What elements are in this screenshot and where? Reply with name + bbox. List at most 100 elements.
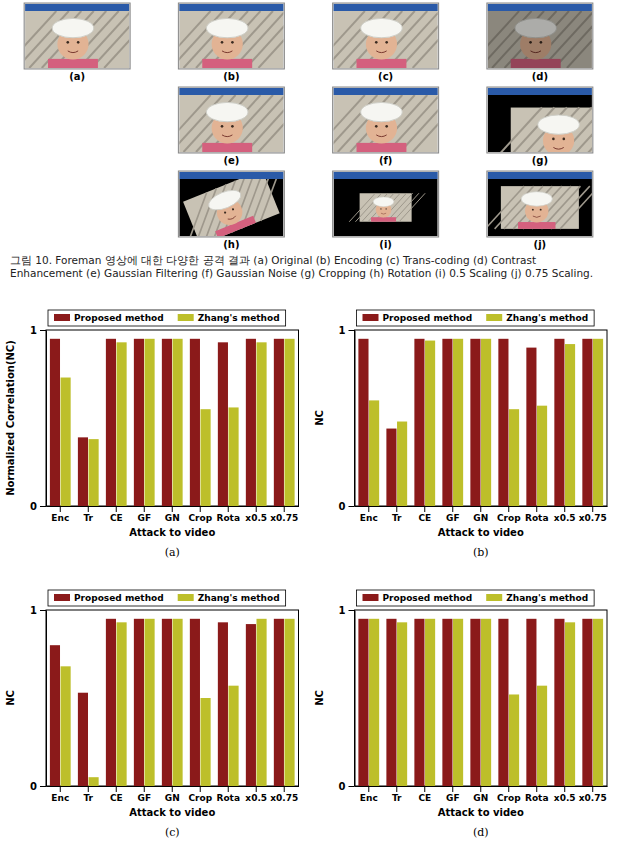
bar bbox=[145, 339, 155, 506]
frame-label: (i) bbox=[379, 239, 392, 250]
x-tick-label: GF bbox=[446, 513, 460, 523]
x-tick-mark bbox=[396, 786, 397, 792]
bar bbox=[358, 339, 368, 506]
y-tick-label: 1 bbox=[30, 325, 37, 336]
caption: 그림 10. Foreman 영상에 대한 다양한 공격 결과 (a) Orig… bbox=[10, 254, 607, 280]
x-tick-label: Enc bbox=[51, 793, 69, 803]
bar bbox=[593, 339, 603, 506]
bar bbox=[162, 339, 172, 506]
x-tick-mark bbox=[480, 506, 481, 512]
frame-label: (e) bbox=[223, 155, 239, 166]
frame-clip bbox=[488, 11, 592, 68]
y-axis: 01 bbox=[30, 325, 46, 512]
x-tick-label: x0.5 bbox=[554, 513, 576, 523]
scene bbox=[490, 108, 592, 152]
x-tick-mark bbox=[256, 786, 257, 792]
x-tick: CE bbox=[418, 506, 431, 523]
bar bbox=[358, 619, 368, 786]
legend-label: Zhang's method bbox=[506, 313, 588, 323]
video-frame: (d) bbox=[467, 3, 617, 82]
x-tick-mark bbox=[88, 786, 89, 792]
bar bbox=[470, 619, 480, 786]
x-tick-label: x0.75 bbox=[579, 513, 607, 523]
legend-item: Zhang's method bbox=[486, 313, 588, 323]
x-tick-label: GN bbox=[165, 513, 180, 523]
bar bbox=[256, 619, 266, 786]
x-tick-mark bbox=[200, 506, 201, 512]
bar bbox=[246, 624, 256, 786]
legend: Proposed methodZhang's method bbox=[48, 590, 286, 606]
frame-titlebar bbox=[25, 4, 129, 11]
x-tick-mark bbox=[172, 506, 173, 512]
bar bbox=[173, 619, 183, 786]
bar bbox=[565, 344, 575, 506]
scene-stripe bbox=[258, 95, 283, 152]
frame-border bbox=[24, 3, 130, 69]
scene bbox=[488, 186, 592, 229]
scene-stripe bbox=[393, 193, 419, 222]
legend-swatch bbox=[363, 594, 379, 601]
scene bbox=[334, 11, 438, 68]
x-tick-label: Enc bbox=[360, 513, 378, 523]
scene-stripe bbox=[590, 108, 592, 152]
scene-eye bbox=[385, 208, 386, 209]
x-tick: Tr bbox=[392, 506, 402, 523]
x-tick-label: GF bbox=[137, 793, 151, 803]
frame-clip bbox=[179, 95, 283, 152]
bar bbox=[106, 619, 116, 786]
scene bbox=[179, 11, 283, 68]
chart: 01EncTrCEGFGNCropRotax0.5x0.75Attack to … bbox=[314, 590, 608, 839]
bar bbox=[274, 339, 284, 506]
legend: Proposed method Zhang's method bbox=[357, 310, 595, 326]
scene-eye bbox=[385, 125, 388, 128]
scene-eye bbox=[375, 41, 378, 44]
x-tick: Crop bbox=[497, 506, 521, 523]
y-tick-mark bbox=[349, 506, 355, 507]
x-tick-mark bbox=[172, 786, 173, 792]
y-tick-mark bbox=[40, 610, 46, 611]
frame-label: (a) bbox=[69, 71, 85, 82]
scene-eye bbox=[562, 138, 565, 141]
x-tick: Enc bbox=[360, 506, 378, 523]
x-tick-mark bbox=[452, 786, 453, 792]
bar bbox=[145, 619, 155, 786]
legend-item: Proposed method bbox=[363, 313, 473, 323]
plot-area: 01EncTrCEGFGNCropRotax0.5x0.75 bbox=[339, 605, 608, 804]
x-tick-mark bbox=[592, 786, 593, 792]
scene-eye bbox=[77, 41, 80, 44]
bar bbox=[246, 339, 256, 506]
frame-titlebar bbox=[179, 88, 283, 95]
y-tick-mark bbox=[349, 330, 355, 331]
frames: (a)(b)(c)(d)(e)(f)(g)(h)(i)(j) bbox=[4, 3, 617, 252]
scene-shirt bbox=[357, 143, 407, 152]
x-tick-mark bbox=[60, 506, 61, 512]
legend-label: Zhang's method bbox=[198, 313, 280, 323]
x-tick-label: x0.5 bbox=[245, 793, 267, 803]
x-tick-label: x0.5 bbox=[245, 513, 267, 523]
bar bbox=[509, 694, 519, 786]
video-frame: (j) bbox=[485, 171, 599, 250]
legend-item: Zhang's method bbox=[178, 593, 280, 603]
video-frame: (f) bbox=[313, 87, 465, 166]
frame-label: (h) bbox=[223, 239, 239, 250]
x-tick: Rota bbox=[525, 506, 549, 523]
bar bbox=[526, 348, 536, 506]
legend-item: Zhang's method bbox=[178, 313, 280, 323]
bar bbox=[397, 422, 407, 506]
y-tick: 1 bbox=[339, 605, 355, 616]
scene-eye bbox=[532, 209, 534, 211]
scene-helmet bbox=[206, 18, 248, 37]
bar bbox=[162, 619, 172, 786]
x-tick: GF bbox=[137, 786, 151, 803]
scene-stripe bbox=[551, 186, 590, 229]
x-tick-label: Rota bbox=[525, 793, 549, 803]
y-axis: 01 bbox=[339, 605, 355, 792]
frame-label: (j) bbox=[534, 239, 547, 250]
scene-eye bbox=[552, 138, 555, 141]
frame-label: (d) bbox=[532, 71, 548, 82]
y-tick-mark bbox=[349, 786, 355, 787]
scene-eye bbox=[224, 211, 227, 214]
legend-item: Proposed method bbox=[363, 593, 473, 603]
x-tick-mark bbox=[536, 506, 537, 512]
panel-label: (d) bbox=[473, 826, 489, 839]
